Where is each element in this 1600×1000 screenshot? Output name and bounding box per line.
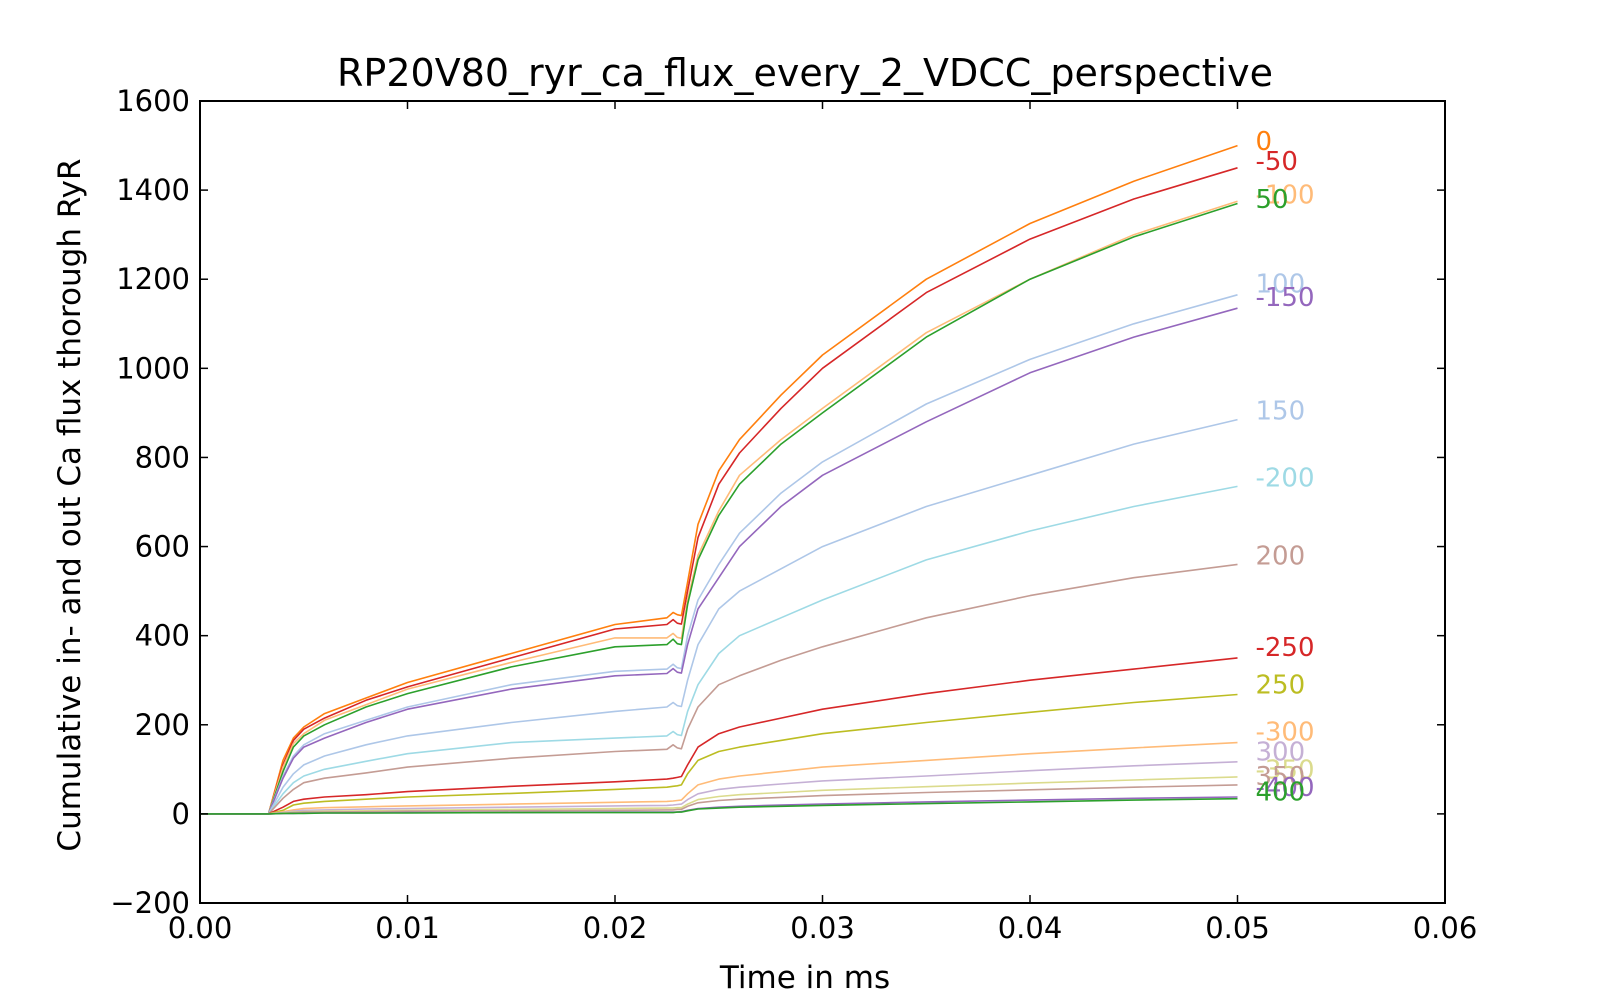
y-tick-label: 800 (135, 440, 190, 474)
x-tick-label: 0.06 (1413, 911, 1478, 945)
series-label-16: 400 (1256, 778, 1306, 808)
series-line-1 (200, 167, 1238, 815)
series-label-2: -100 (1256, 181, 1315, 211)
y-tick-label: 1400 (116, 173, 190, 207)
x-tick-label: 0.01 (375, 911, 440, 945)
series-line-8 (200, 563, 1238, 815)
series-label-15: -400 (1256, 773, 1315, 803)
series-label-0: 0 (1256, 127, 1273, 157)
tick-layer: 0.00 0.01 0.02 0.03 0.04 0.05 0.06 −200 0 200 400 6… (110, 84, 1477, 945)
series-label-7: -200 (1256, 464, 1315, 494)
series-label-10: 250 (1256, 671, 1306, 701)
series-line-16 (200, 797, 1238, 815)
series-label-3: 50 (1256, 185, 1289, 215)
series-line-9 (200, 657, 1238, 815)
series-line-12 (200, 761, 1238, 815)
series-label-5: -150 (1256, 283, 1315, 313)
x-tick-label: 0.00 (168, 911, 233, 945)
y-tick-label: 200 (135, 708, 190, 742)
series-line-5 (200, 307, 1238, 815)
series-label-1: -50 (1256, 147, 1298, 177)
series-label-13: -350 (1256, 755, 1315, 785)
y-tick-label: 1000 (116, 351, 190, 385)
series-label-8: 200 (1256, 542, 1306, 572)
x-tick-label: 0.05 (1205, 911, 1270, 945)
x-tick-label: 0.04 (998, 911, 1063, 945)
x-tick-label: 0.03 (790, 911, 855, 945)
series-label-6: 150 (1256, 397, 1306, 427)
series-line-6 (200, 418, 1238, 815)
series-layer (200, 144, 1238, 815)
y-tick-label: 0 (172, 797, 190, 831)
series-label-11: -300 (1256, 718, 1315, 748)
series-line-7 (200, 485, 1238, 815)
y-axis-title: Cumulative in- and out Ca flux thorough … (52, 158, 88, 851)
series-line-4 (200, 294, 1238, 815)
series-line-0 (200, 144, 1238, 815)
series-label-4: 100 (1256, 270, 1306, 300)
x-axis-title: Time in ms (719, 960, 890, 996)
x-tick-label: 0.02 (583, 911, 648, 945)
series-label-14: 350 (1256, 762, 1306, 792)
series-label-12: 300 (1256, 738, 1306, 768)
y-tick-label: 600 (135, 530, 190, 564)
series-label-9: -250 (1256, 633, 1315, 663)
y-tick-label: −200 (110, 886, 190, 920)
series-line-3 (200, 202, 1238, 815)
series-line-10 (200, 693, 1238, 815)
series-line-2 (200, 200, 1238, 815)
chart-title: RP20V80_ryr_ca_flux_every_2_VDCC_perspec… (337, 51, 1273, 95)
y-tick-label: 400 (135, 619, 190, 653)
y-tick-label: 1200 (116, 262, 190, 296)
series-line-11 (200, 741, 1238, 815)
y-tick-label: 1600 (116, 84, 190, 118)
